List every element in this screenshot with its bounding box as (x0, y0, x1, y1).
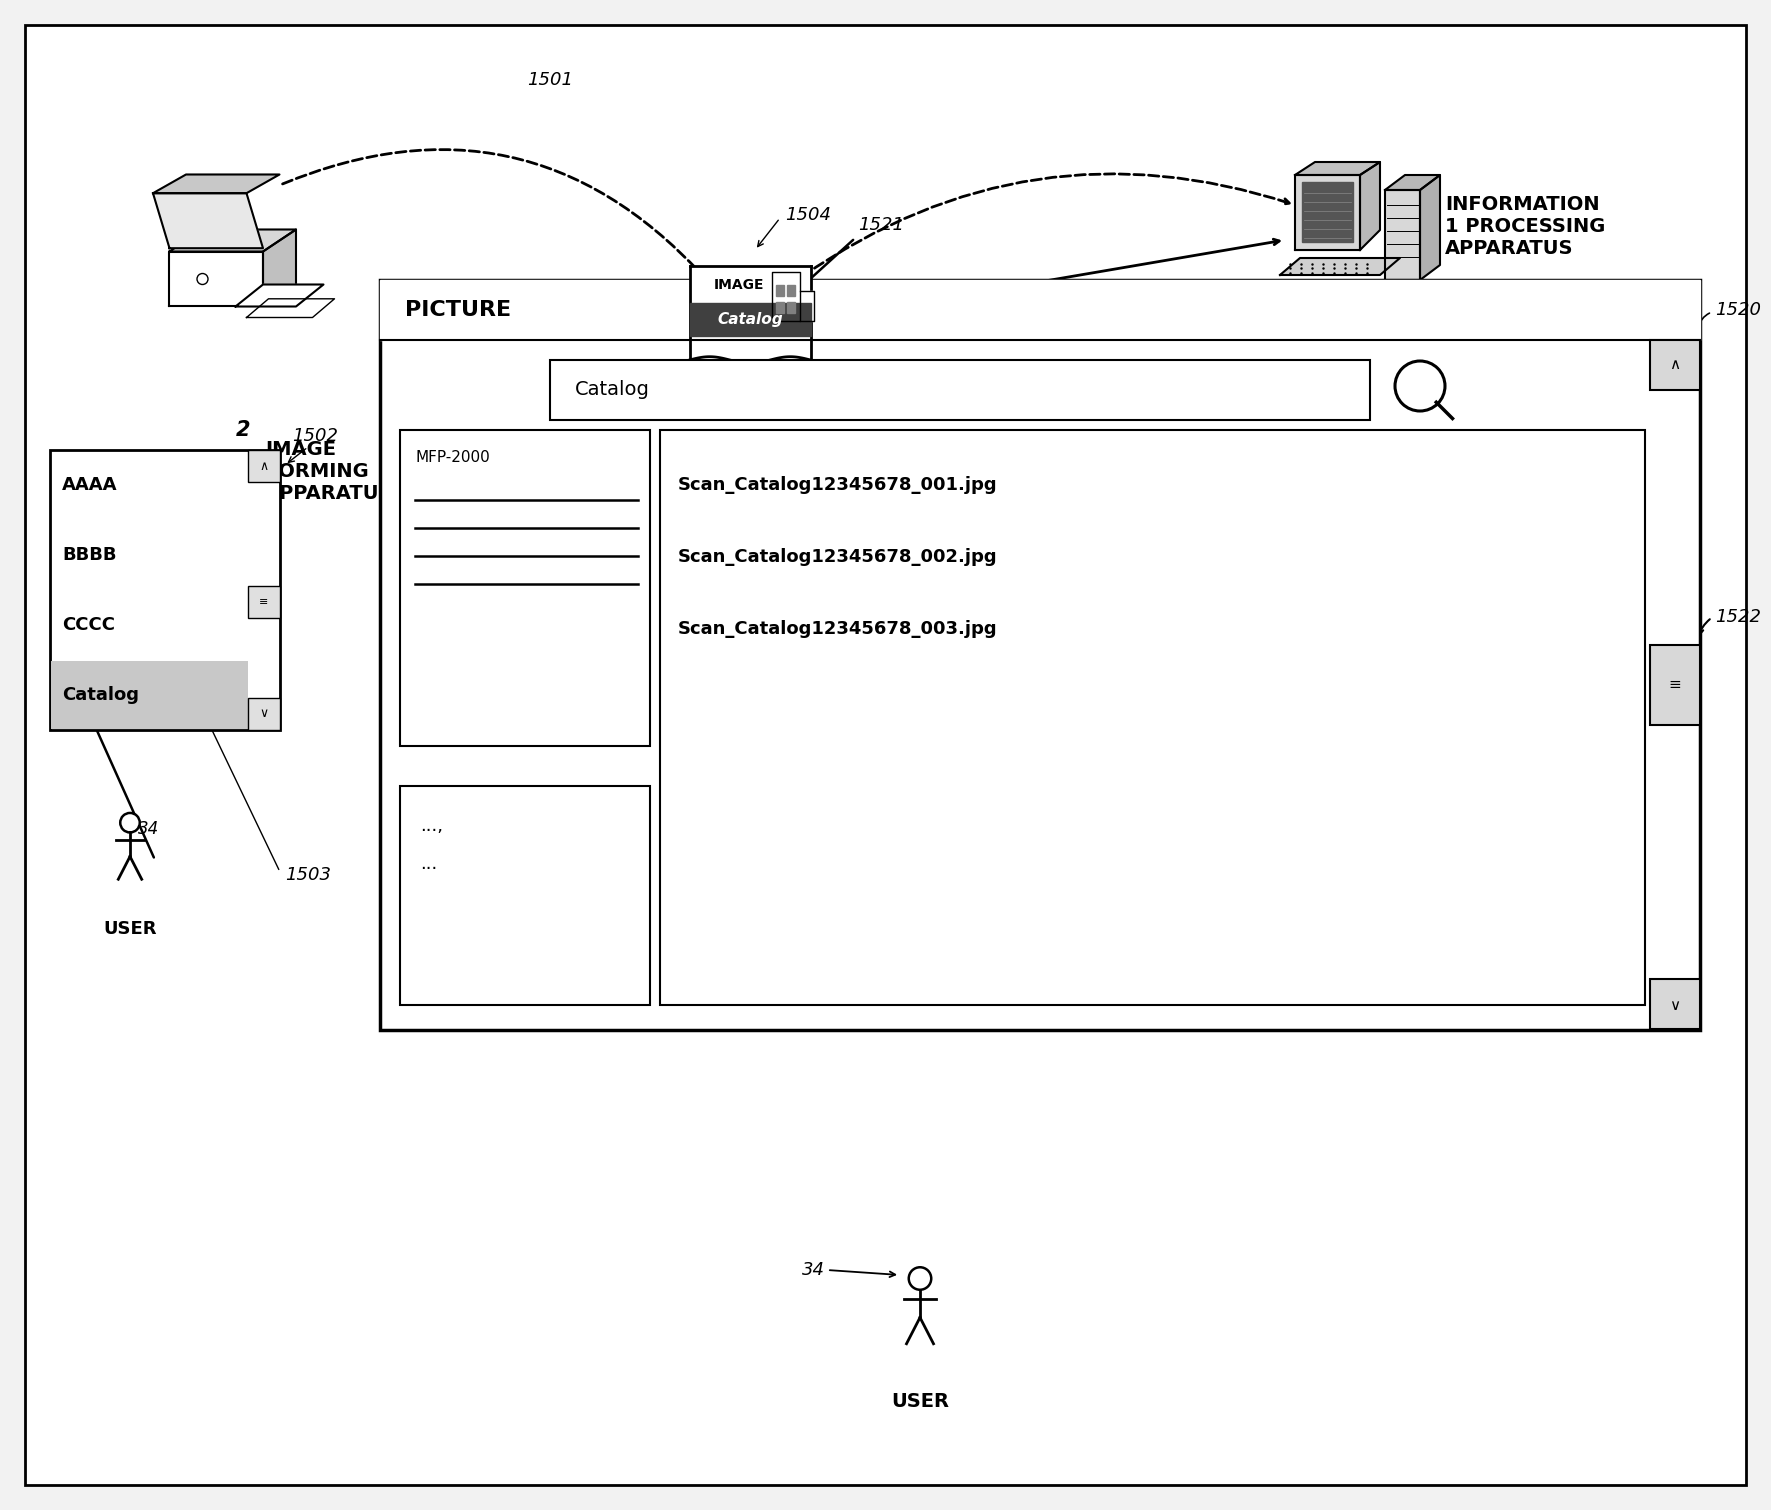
FancyBboxPatch shape (50, 450, 280, 729)
Polygon shape (1280, 258, 1401, 275)
Text: CCCC: CCCC (62, 616, 115, 634)
Text: USER: USER (103, 920, 158, 938)
Polygon shape (776, 302, 785, 313)
Polygon shape (715, 307, 838, 403)
Polygon shape (170, 230, 296, 252)
Text: IMAGE: IMAGE (714, 278, 765, 293)
Polygon shape (264, 230, 296, 307)
Text: 34: 34 (138, 820, 159, 838)
Polygon shape (170, 252, 264, 307)
Text: 1503: 1503 (285, 867, 331, 883)
Text: INFORMATION
1 PROCESSING
APPARATUS: INFORMATION 1 PROCESSING APPARATUS (1445, 195, 1605, 258)
Text: ∧: ∧ (1670, 358, 1681, 373)
Circle shape (909, 1267, 932, 1290)
Text: Catalog: Catalog (576, 381, 650, 400)
Polygon shape (236, 284, 324, 307)
FancyBboxPatch shape (248, 698, 280, 729)
Text: 1501: 1501 (528, 71, 574, 89)
Text: USER: USER (891, 1392, 949, 1410)
Polygon shape (152, 193, 264, 248)
Text: ∨: ∨ (1670, 998, 1681, 1013)
Text: MFP-2000: MFP-2000 (414, 450, 491, 465)
FancyBboxPatch shape (1651, 978, 1700, 1028)
Text: ...: ... (420, 856, 437, 873)
Polygon shape (772, 272, 799, 322)
Polygon shape (1420, 175, 1440, 279)
Text: PICTURE: PICTURE (406, 300, 512, 320)
Text: Scan_Catalog12345678_001.jpg: Scan_Catalog12345678_001.jpg (678, 476, 997, 494)
Text: 34: 34 (802, 1261, 825, 1279)
Text: ∧: ∧ (259, 459, 269, 473)
Polygon shape (689, 304, 811, 335)
Text: ...,: ..., (420, 817, 443, 835)
Polygon shape (381, 279, 1700, 340)
Polygon shape (788, 285, 795, 296)
Text: 2: 2 (236, 420, 250, 439)
Text: AAAA: AAAA (62, 476, 117, 494)
Polygon shape (152, 175, 280, 193)
Polygon shape (776, 285, 785, 296)
Text: 1522: 1522 (1714, 609, 1760, 627)
Text: ≡: ≡ (1668, 678, 1681, 693)
Text: 1510: 1510 (1350, 402, 1396, 418)
Text: BBBB: BBBB (62, 547, 117, 565)
FancyBboxPatch shape (551, 359, 1371, 420)
Text: ≡: ≡ (259, 596, 269, 607)
Text: Catalog: Catalog (717, 311, 783, 326)
Polygon shape (1360, 162, 1380, 251)
Polygon shape (246, 299, 335, 317)
FancyBboxPatch shape (400, 430, 650, 746)
Text: 1520: 1520 (1714, 300, 1760, 319)
Text: 1504: 1504 (785, 205, 831, 223)
Polygon shape (707, 293, 829, 390)
Polygon shape (689, 266, 811, 359)
Polygon shape (1295, 162, 1380, 175)
Text: Scan_Catalog12345678_002.jpg: Scan_Catalog12345678_002.jpg (678, 548, 997, 566)
Text: ∨: ∨ (259, 708, 269, 720)
FancyBboxPatch shape (25, 26, 1746, 1484)
FancyBboxPatch shape (248, 450, 280, 482)
Polygon shape (1295, 175, 1360, 251)
FancyBboxPatch shape (381, 279, 1700, 1030)
Polygon shape (1302, 183, 1353, 242)
FancyBboxPatch shape (51, 661, 248, 729)
Circle shape (1396, 361, 1445, 411)
FancyBboxPatch shape (400, 787, 650, 1006)
Polygon shape (788, 302, 795, 313)
FancyBboxPatch shape (1651, 340, 1700, 390)
Text: Catalog: Catalog (62, 686, 138, 704)
Polygon shape (698, 279, 820, 376)
Text: 1521: 1521 (859, 216, 905, 234)
FancyBboxPatch shape (661, 430, 1645, 1006)
Polygon shape (1385, 190, 1420, 279)
Text: IMAGE
FORMING
APPARATUS: IMAGE FORMING APPARATUS (266, 439, 393, 503)
Circle shape (197, 273, 207, 284)
Text: Scan_Catalog12345678_003.jpg: Scan_Catalog12345678_003.jpg (678, 621, 997, 639)
FancyBboxPatch shape (248, 586, 280, 618)
FancyBboxPatch shape (1651, 645, 1700, 725)
Polygon shape (799, 291, 815, 322)
Polygon shape (1385, 175, 1440, 190)
Text: 1502: 1502 (292, 427, 338, 445)
Circle shape (120, 812, 140, 832)
